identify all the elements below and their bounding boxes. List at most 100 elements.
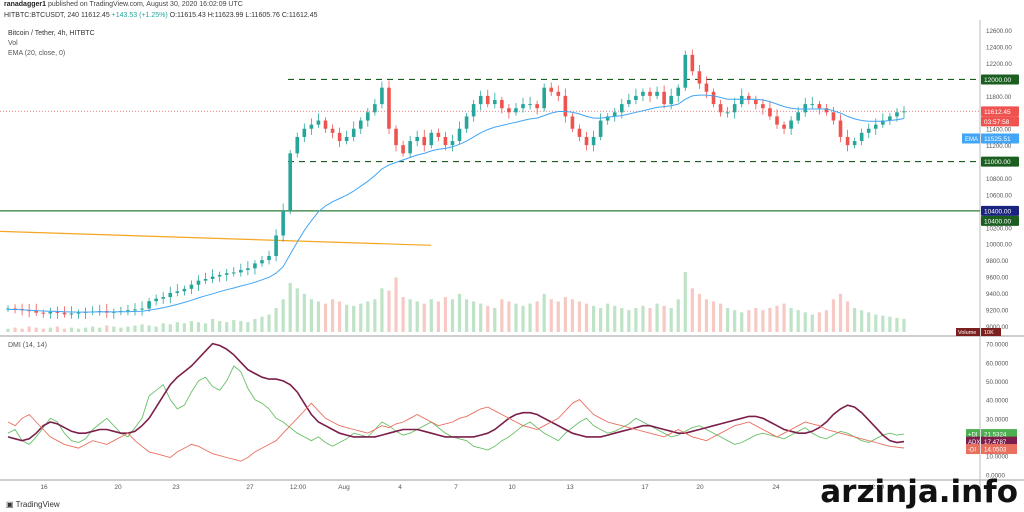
candle-body [634, 95, 638, 100]
price-tick-label: 9800.00 [986, 258, 1009, 265]
candle-body [485, 95, 490, 105]
candle-body [478, 95, 483, 105]
volume-bar [570, 299, 575, 332]
candle-body [732, 104, 737, 113]
candle-body [366, 112, 370, 121]
volume-bar [196, 322, 201, 332]
candle-body [161, 297, 166, 299]
candle-body [803, 104, 808, 113]
candle-body [373, 104, 377, 113]
price-tick-label: 10800.00 [986, 176, 1012, 183]
candle-body [782, 124, 786, 129]
candle-body [556, 91, 561, 96]
candle-body [866, 128, 871, 133]
badge-volval: 10K [984, 330, 994, 336]
candle-body [881, 120, 885, 125]
candle-body [267, 256, 271, 261]
candle-body [175, 291, 180, 293]
badge-volume-label-bg [956, 328, 980, 336]
badge-support2-a: 10400.00 [984, 208, 1011, 215]
candle-body [260, 260, 264, 264]
candle-body [789, 120, 793, 129]
volume-bar [472, 301, 476, 332]
candle-body [888, 116, 892, 121]
badge-adx-bg [981, 436, 1017, 447]
volume-bar [860, 310, 864, 332]
candle-body [514, 108, 518, 113]
badge-price: 11612.45 [984, 109, 1011, 116]
candle-body [464, 116, 469, 129]
badge-volval-bg [981, 328, 1001, 336]
candle-body [154, 298, 158, 302]
candle-body [711, 91, 716, 105]
candle-body [217, 274, 222, 277]
low-label: L:11605.76 [245, 12, 280, 19]
candle-body [55, 311, 60, 313]
volume-bar [281, 299, 285, 332]
dmi-tick-label: 70.0000 [986, 342, 1009, 349]
volume-bar [366, 301, 370, 332]
volume-bar [577, 301, 582, 332]
volume-bar [881, 315, 885, 332]
legend-title: Bitcoin / Tether, 4h, HITBTC [8, 30, 95, 37]
volume-bar [613, 305, 617, 332]
candle-body [902, 111, 906, 113]
candle-body [598, 120, 603, 137]
volume-bar [76, 328, 81, 332]
candle-body [358, 120, 363, 129]
volume-bar [119, 327, 123, 332]
price-tick-label: 9200.00 [986, 307, 1009, 314]
volume-bar [69, 327, 74, 332]
time-tick-label: 4 [398, 484, 402, 491]
candle-body [824, 108, 829, 113]
candle-body [655, 91, 659, 96]
price-tick-label: 9000.00 [986, 324, 1009, 331]
price-tick-label: 11200.00 [986, 143, 1012, 150]
volume-bar [486, 305, 490, 332]
time-tick-label: 27 [246, 484, 254, 491]
candle-body [761, 104, 765, 109]
candle-body [62, 312, 67, 315]
candle-body [810, 104, 815, 106]
badge-ema: 11525.51 [984, 136, 1011, 143]
volume-bar [549, 299, 553, 332]
volume-bar [796, 310, 800, 332]
candle-body [570, 116, 575, 129]
volume-bar [683, 272, 687, 332]
time-tick-label: 23 [172, 484, 180, 491]
time-tick-label: Aug [338, 484, 350, 491]
volume-bar [895, 317, 899, 332]
volume-bar [464, 299, 469, 332]
volume-bar [606, 303, 610, 332]
badge-adx-label: ADX [968, 440, 980, 446]
dmi-line-di [7, 399, 905, 462]
volume-bar [563, 297, 567, 332]
trendline [0, 230, 432, 246]
candle-body [718, 104, 723, 113]
volume-bar [387, 290, 391, 332]
candle-body [76, 312, 81, 314]
candle-body [471, 104, 476, 117]
badge-adx: 17.4787 [984, 439, 1007, 446]
volume-bar [888, 316, 892, 332]
candle-body [739, 95, 744, 105]
publish-line: ranadagger1 published on TradingView.com… [4, 1, 243, 8]
tradingview-brand: ▣ TradingView [6, 500, 60, 509]
legend-vol: Vol [8, 40, 18, 47]
volume-bar [634, 308, 638, 332]
volume-bar [831, 299, 836, 332]
candle-body [380, 87, 384, 105]
dmi-line-adx [7, 342, 905, 444]
volume-bar [726, 308, 730, 332]
candle-body [605, 116, 610, 121]
badge-countdown: 03:57:58 [984, 119, 1010, 126]
legend-dmi: DMI (14, 14) [8, 342, 47, 349]
volume-bar [584, 303, 589, 332]
volume-bar [457, 293, 462, 332]
candle-body [344, 136, 349, 142]
badge-support2-a-bg [981, 205, 1019, 216]
badge-resistance-bg [981, 74, 1019, 85]
volume-bar [591, 305, 596, 332]
volume-bar [55, 326, 59, 332]
